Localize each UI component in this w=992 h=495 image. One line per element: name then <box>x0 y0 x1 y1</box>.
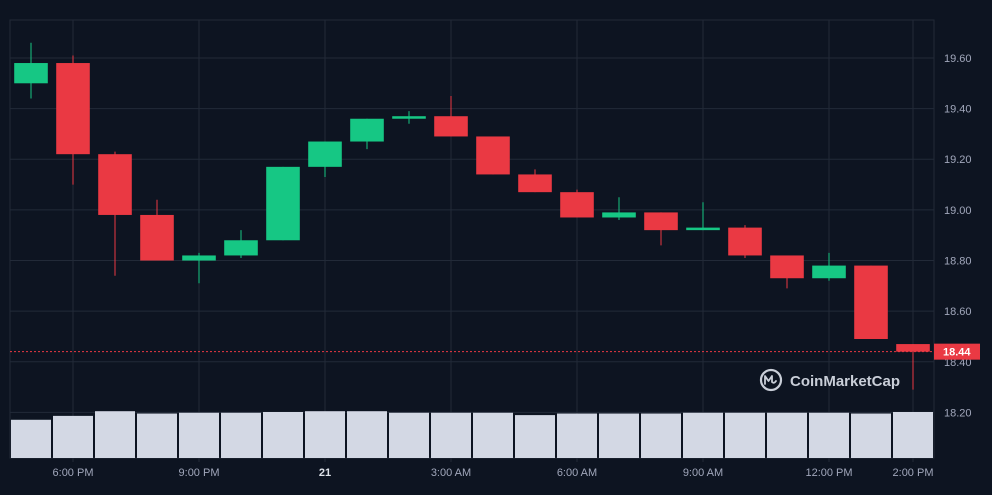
candle <box>560 189 594 218</box>
candle <box>14 42 48 99</box>
candle-body <box>518 174 552 193</box>
candle <box>182 252 216 284</box>
candle <box>602 197 636 221</box>
candle <box>140 199 174 261</box>
candle-body <box>560 192 594 218</box>
candle-body <box>14 63 48 84</box>
volume-bar <box>599 413 639 458</box>
candle <box>392 111 426 124</box>
x-tick-label: 2:00 PM <box>893 467 934 479</box>
y-tick-label: 18.60 <box>944 306 972 318</box>
x-tick-label: 6:00 PM <box>53 467 94 479</box>
candle <box>644 212 678 246</box>
volume-bar <box>851 413 891 458</box>
volume-bar <box>515 415 555 458</box>
candle <box>266 166 300 241</box>
x-tick-label: 9:00 AM <box>683 467 723 479</box>
candle <box>770 255 804 289</box>
candle-body <box>98 154 132 215</box>
volume-bar <box>95 411 135 458</box>
candle-body <box>476 136 510 175</box>
x-tick-label: 3:00 AM <box>431 467 471 479</box>
y-tick-label: 18.80 <box>944 256 972 268</box>
volume-bar <box>53 415 93 458</box>
volume-bar <box>263 411 303 458</box>
watermark-text: CoinMarketCap <box>790 373 900 390</box>
volume-bar <box>641 413 681 458</box>
candle <box>518 169 552 193</box>
candle <box>728 225 762 258</box>
volume-bar <box>473 412 513 458</box>
candle-body <box>350 118 384 142</box>
volume-bar <box>389 412 429 458</box>
plot-frame <box>9 19 935 459</box>
candle-body <box>728 227 762 256</box>
axes: 19.60 19.40 19.20 19.00 18.80 18.60 18.40 18.20… <box>53 53 972 479</box>
volume-bar <box>221 412 261 458</box>
candle-body <box>140 214 174 261</box>
volume-bar <box>137 413 177 458</box>
current-price-label-bg <box>934 343 980 360</box>
candle <box>98 151 132 276</box>
y-tick-label: 19.20 <box>944 154 972 166</box>
candle <box>434 95 468 137</box>
candle-body <box>602 212 636 218</box>
candles <box>14 42 930 390</box>
volume-bar <box>347 411 387 458</box>
x-tick-label: 9:00 PM <box>179 467 220 479</box>
candle <box>308 141 342 177</box>
candle <box>854 265 888 340</box>
candle <box>350 118 384 150</box>
volume-bar <box>725 412 765 458</box>
volume-bars <box>11 411 933 458</box>
volume-bar <box>179 412 219 458</box>
y-tick-label: 18.40 <box>944 357 972 369</box>
current-price-label: 18.44 <box>943 347 971 359</box>
candle <box>812 252 846 281</box>
candle <box>896 344 930 390</box>
candle <box>686 202 720 231</box>
volume-bar <box>305 411 345 458</box>
y-tick-label: 19.40 <box>944 104 972 116</box>
candle-body <box>224 240 258 256</box>
volume-bar <box>767 412 807 458</box>
candle <box>476 136 510 175</box>
volume-bar <box>431 412 471 458</box>
volume-bar <box>11 419 51 458</box>
watermark: CoinMarketCap <box>759 368 900 392</box>
candle-body <box>854 265 888 340</box>
volume-bar <box>893 411 933 458</box>
current-price-marker: 18.44 <box>10 343 980 360</box>
coinmarketcap-logo-icon <box>759 368 783 392</box>
volume-bar <box>683 412 723 458</box>
candle-body <box>812 265 846 279</box>
volume-bar <box>557 413 597 458</box>
candle-body <box>434 116 468 137</box>
candle <box>224 230 258 258</box>
y-tick-label: 18.20 <box>944 407 972 419</box>
x-tick-label: 12:00 PM <box>805 467 852 479</box>
candle-body <box>896 344 930 352</box>
candle <box>56 55 90 185</box>
candle-body <box>770 255 804 279</box>
y-tick-label: 19.00 <box>944 205 972 217</box>
candle-body <box>686 227 720 231</box>
volume-bar <box>809 412 849 458</box>
candle-body <box>182 255 216 261</box>
x-tick-label: 6:00 AM <box>557 467 597 479</box>
candle-body <box>392 116 426 119</box>
candle-body <box>266 166 300 241</box>
candle-body <box>308 141 342 167</box>
y-tick-label: 19.60 <box>944 53 972 65</box>
x-tick-label: 21 <box>319 467 331 479</box>
candle-body <box>644 212 678 231</box>
candle-body <box>56 63 90 155</box>
